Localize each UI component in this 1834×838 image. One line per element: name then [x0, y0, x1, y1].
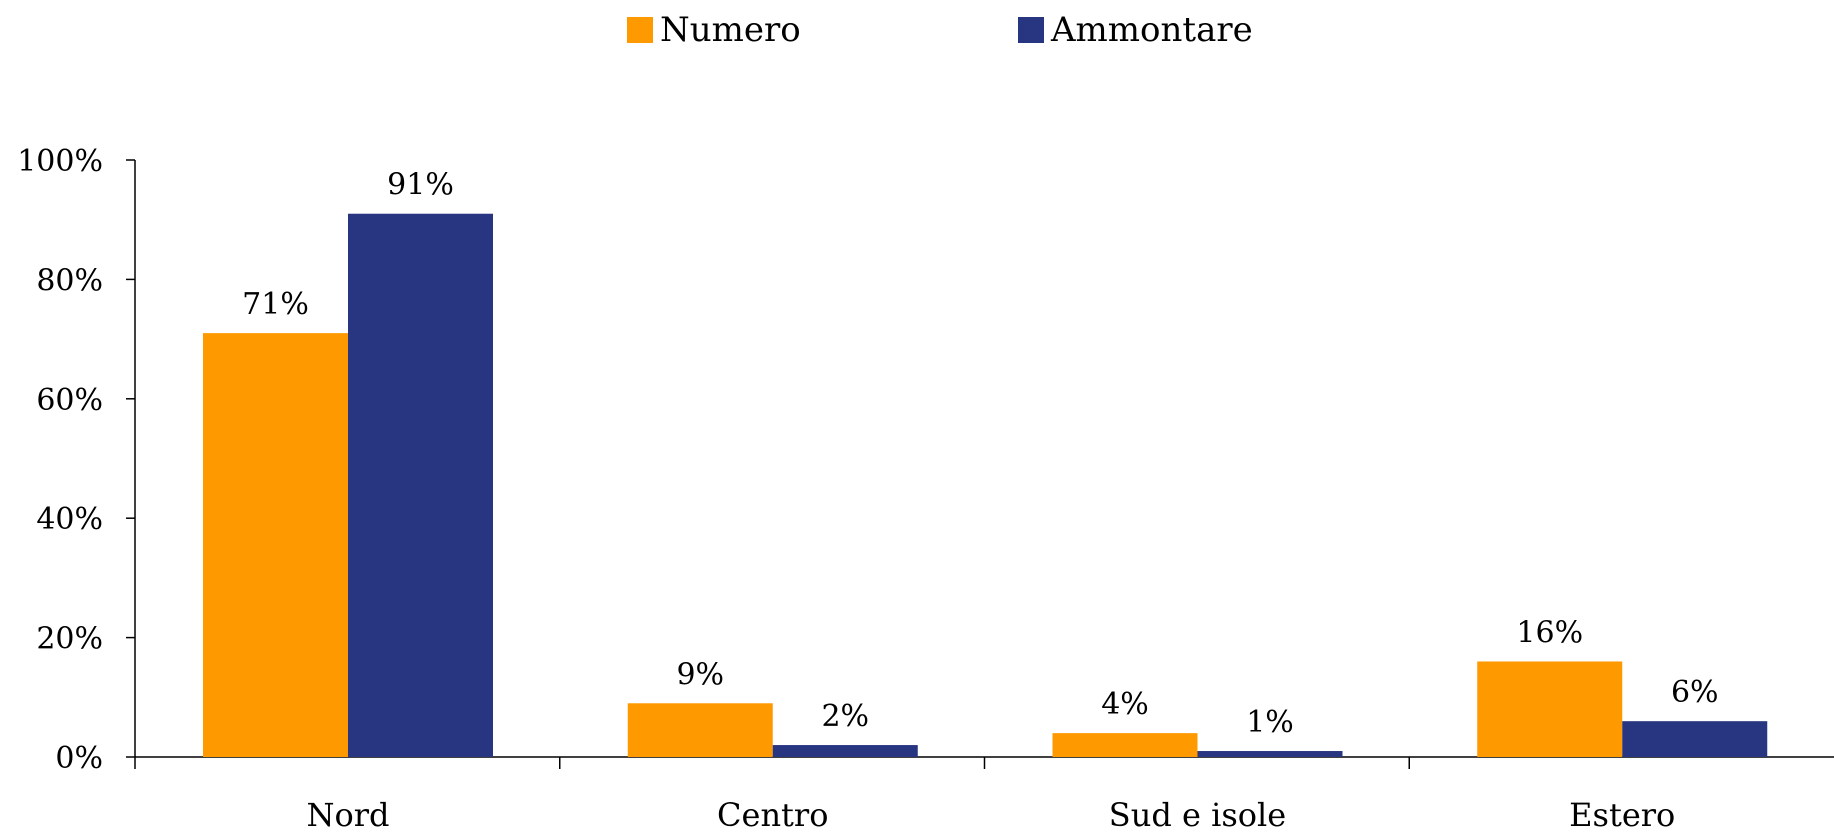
bar-numero-sud-e-isole — [1052, 733, 1198, 757]
legend-label-numero: Numero — [660, 10, 801, 50]
y-tick-label: 60% — [36, 383, 103, 418]
bar-numero-centro — [627, 703, 773, 757]
y-axis: 0% 20% 40% 60% 80% 100% — [17, 144, 136, 776]
legend-label-ammontare: Ammontare — [1050, 10, 1253, 50]
bar-ammontare-centro — [772, 745, 918, 757]
legend-swatch-ammontare — [1018, 17, 1044, 43]
data-label: 1% — [1246, 705, 1294, 740]
data-label: 9% — [676, 657, 724, 692]
data-label: 71% — [242, 287, 309, 322]
data-label: 6% — [1671, 675, 1719, 710]
bar-ammontare-sud-e-isole — [1197, 751, 1343, 757]
bar-ammontare-nord — [348, 213, 493, 758]
y-tick-label: 100% — [17, 144, 103, 179]
bars — [203, 213, 1768, 758]
data-label: 2% — [821, 699, 869, 734]
legend: Numero Ammontare — [627, 10, 1253, 50]
data-label: 16% — [1516, 615, 1583, 650]
bar-numero-estero — [1477, 661, 1623, 757]
y-tick-label: 80% — [36, 263, 103, 298]
data-label: 91% — [387, 168, 454, 203]
y-tick-label: 0% — [55, 741, 103, 776]
x-category-label: Estero — [1569, 796, 1675, 833]
bar-ammontare-estero — [1622, 721, 1768, 757]
legend-swatch-numero — [627, 17, 653, 43]
x-category-label: Centro — [717, 796, 828, 833]
data-label: 4% — [1101, 687, 1149, 722]
x-category-label: Sud e isole — [1109, 796, 1286, 833]
data-labels: 71% 9% 4% 16% 91% 2% 1% 6% — [242, 168, 1718, 740]
x-axis: Nord Centro Sud e isole Estero — [134, 756, 1834, 834]
y-tick-label: 40% — [36, 502, 103, 537]
y-tick-label: 20% — [36, 622, 103, 657]
bar-numero-nord — [203, 333, 348, 757]
x-category-label: Nord — [306, 796, 389, 833]
